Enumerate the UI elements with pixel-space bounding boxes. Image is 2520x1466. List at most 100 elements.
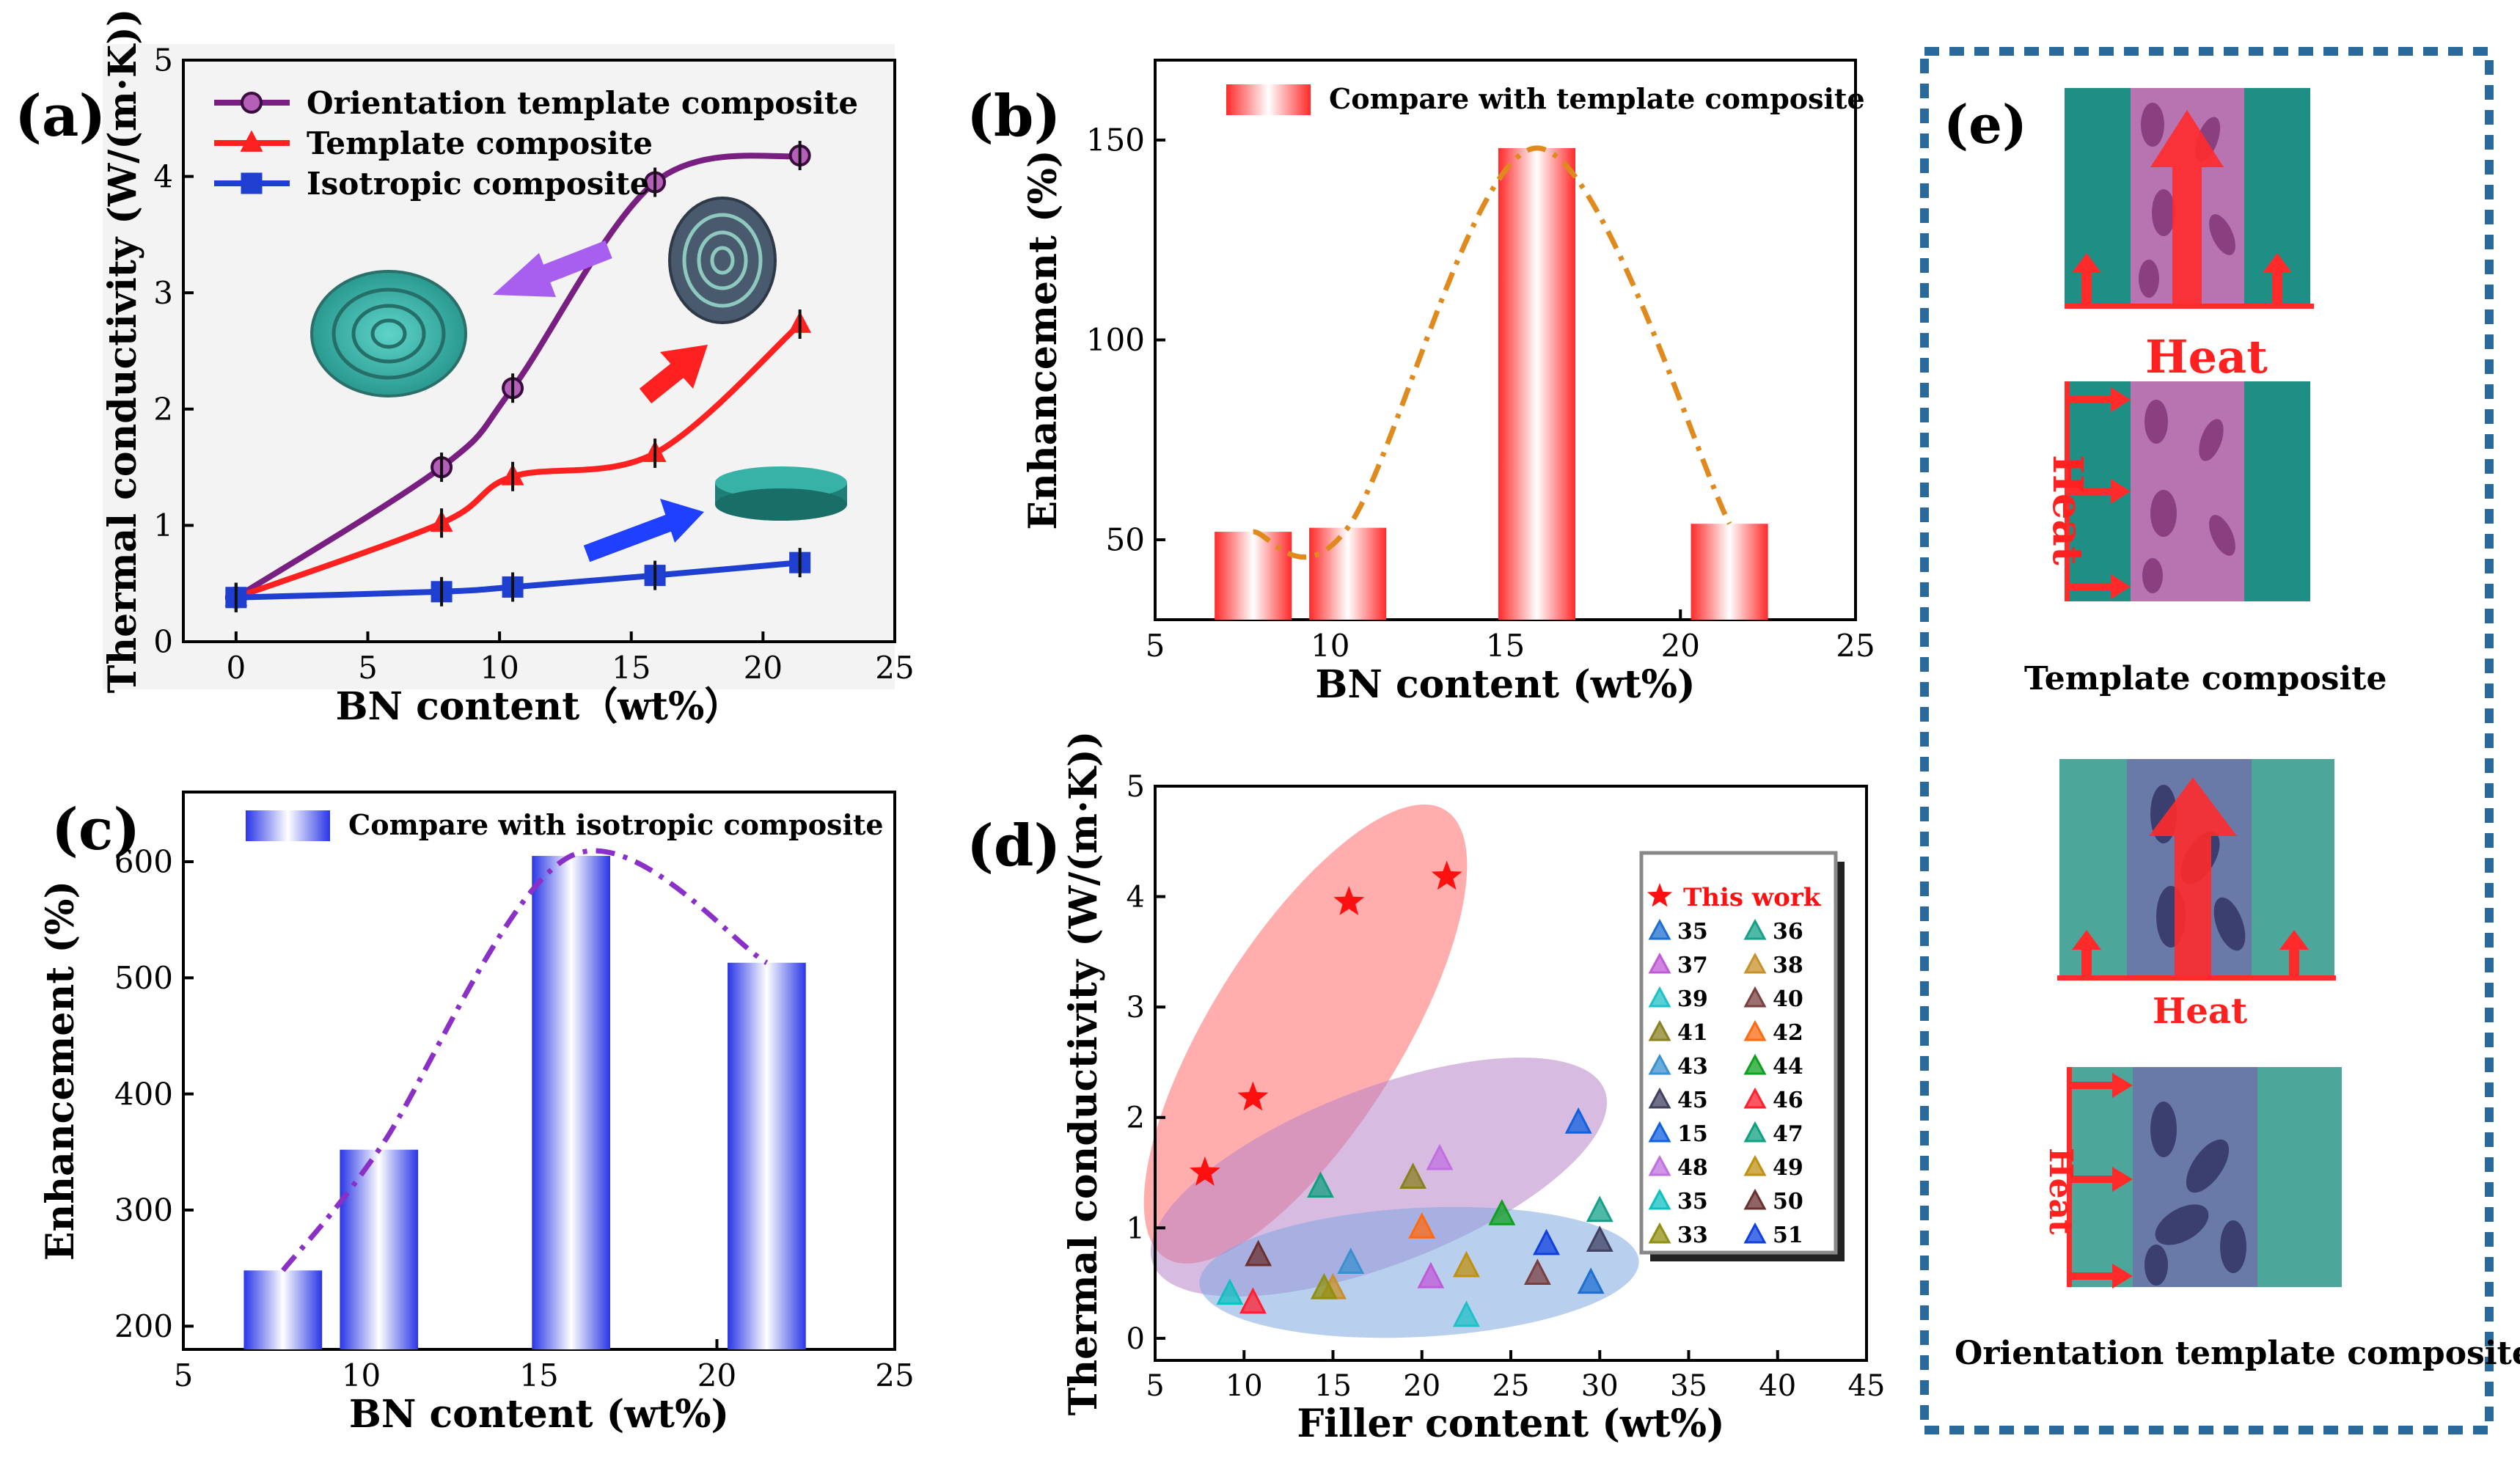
panel-a-legend: Orientation template composite Template c… [214, 85, 858, 202]
reference-point [1452, 1250, 1480, 1278]
y-tick-label: 1 [1127, 1212, 1145, 1245]
reference-point [1533, 1228, 1560, 1256]
legend-label: 35 [1677, 1189, 1708, 1214]
reference-point [1577, 1267, 1605, 1294]
x-tick-label: 0 [226, 650, 246, 686]
this-work-point [1333, 886, 1365, 915]
x-tick-label: 5 [358, 650, 378, 686]
legend-label: 47 [1773, 1121, 1803, 1147]
x-tick-label: 15 [1486, 628, 1525, 664]
reference-point [1307, 1171, 1334, 1198]
legend-label: Template composite [307, 125, 653, 161]
reference-point [1452, 1300, 1480, 1327]
y-tick-label: 5 [153, 43, 173, 78]
reference-point [1216, 1278, 1244, 1305]
plot-frame [182, 59, 896, 643]
x-tick-label: 10 [342, 1357, 381, 1393]
y-axis-label: Thermal conductivity (W/(m·K)) [1061, 731, 1106, 1416]
trend-curve [1253, 145, 1732, 560]
x-tick-label: 20 [744, 650, 783, 686]
legend-label: 45 [1677, 1088, 1708, 1113]
legend-label: 46 [1773, 1088, 1803, 1113]
legend-marker [1743, 1222, 1767, 1244]
x-tick-label: 30 [1581, 1369, 1619, 1403]
x-axis-label: BN content (wt%) [349, 1392, 729, 1437]
legend-marker [1648, 1053, 1671, 1075]
bar [532, 856, 610, 1349]
legend-label: 42 [1773, 1020, 1803, 1046]
legend-marker [1648, 1121, 1671, 1143]
heat-label-2: Heat [2043, 455, 2092, 565]
legend-label: This work [1683, 883, 1822, 912]
x-tick-label: 25 [875, 1357, 914, 1393]
legend-label: 43 [1677, 1054, 1708, 1080]
x-tick-label: 15 [612, 650, 651, 686]
caption-template: Template composite [2024, 660, 2387, 697]
panel-a-label: (a) [15, 83, 106, 150]
reference-point [1417, 1261, 1445, 1289]
bar [1691, 524, 1768, 620]
y-tick-label: 3 [1127, 991, 1145, 1025]
legend-marker [1743, 1087, 1767, 1109]
reference-point [1399, 1162, 1427, 1190]
legend-marker [1743, 1121, 1767, 1143]
panel-c: (c) 5 10 15 20 25 200 300 400 500 600 BN content (… [38, 791, 915, 1437]
schematic-orientation-vertical [2057, 759, 2336, 981]
legend-label: Compare with isotropic composite [348, 808, 884, 841]
this-work-point [1189, 1157, 1220, 1186]
legend-label: 48 [1677, 1155, 1708, 1181]
panel-d-points [1189, 860, 1614, 1327]
legend-label: 51 [1773, 1223, 1803, 1248]
panel-b: (b) 5 10 15 20 25 50 100 150 BN content (wt%) Enh… [967, 59, 1875, 707]
this-work-point [1431, 860, 1462, 890]
legend-marker [1743, 952, 1767, 974]
schematic-template-vertical [2065, 88, 2314, 309]
legend-label: Orientation template composite [307, 85, 858, 121]
legend-marker [1743, 1188, 1767, 1210]
y-tick-label: 5 [1127, 770, 1145, 804]
x-tick-label: 10 [480, 650, 519, 686]
bar [340, 1149, 419, 1349]
legend-marker [1648, 986, 1671, 1008]
panel-b-label: (b) [967, 83, 1061, 150]
legend-label: 40 [1773, 986, 1803, 1012]
arrow-red-icon [639, 345, 708, 404]
panel-b-axes: 5 10 15 20 25 50 100 150 BN content (wt%) Enhance… [1021, 59, 1875, 707]
y-tick-label: 400 [114, 1076, 173, 1112]
legend-label: 44 [1773, 1054, 1803, 1080]
reference-point [1426, 1143, 1454, 1170]
legend-marker [1743, 1019, 1767, 1041]
bar [728, 962, 806, 1349]
y-tick-label: 2 [1127, 1102, 1145, 1135]
y-tick-label: 100 [1086, 322, 1145, 358]
legend-marker [1743, 986, 1767, 1008]
x-tick-label: 10 [1226, 1369, 1263, 1403]
legend-label: 15 [1677, 1121, 1708, 1147]
x-axis-label: BN content（wt%） [336, 684, 743, 729]
reference-point [1337, 1247, 1365, 1274]
panel-b-trend [1253, 145, 1732, 560]
y-tick-label: 3 [153, 275, 173, 311]
panel-e-label: (e) [1944, 93, 2027, 155]
legend-label: 35 [1677, 919, 1708, 945]
y-tick-label: 50 [1106, 522, 1145, 558]
legend-label: 38 [1773, 953, 1803, 978]
legend-swatch [1226, 84, 1311, 115]
x-tick-label: 20 [697, 1357, 736, 1393]
y-tick-label: 4 [1127, 881, 1145, 915]
x-axis-label: BN content (wt%) [1315, 662, 1695, 707]
y-axis-label: Thermal conductivity (W/(m·K)) [100, 9, 145, 694]
bar [1215, 532, 1292, 620]
x-tick-label: 5 [1146, 628, 1165, 664]
bar [1498, 147, 1575, 620]
reference-point [1564, 1107, 1592, 1134]
legend-marker [240, 130, 263, 152]
this-work-point [1237, 1081, 1269, 1111]
legend-marker [1743, 1154, 1767, 1176]
y-tick-label: 600 [114, 844, 173, 880]
x-tick-label: 15 [519, 1357, 558, 1393]
legend-label: 41 [1677, 1020, 1708, 1046]
trend-curve [281, 848, 769, 1272]
region-this-work [1143, 805, 1468, 1264]
